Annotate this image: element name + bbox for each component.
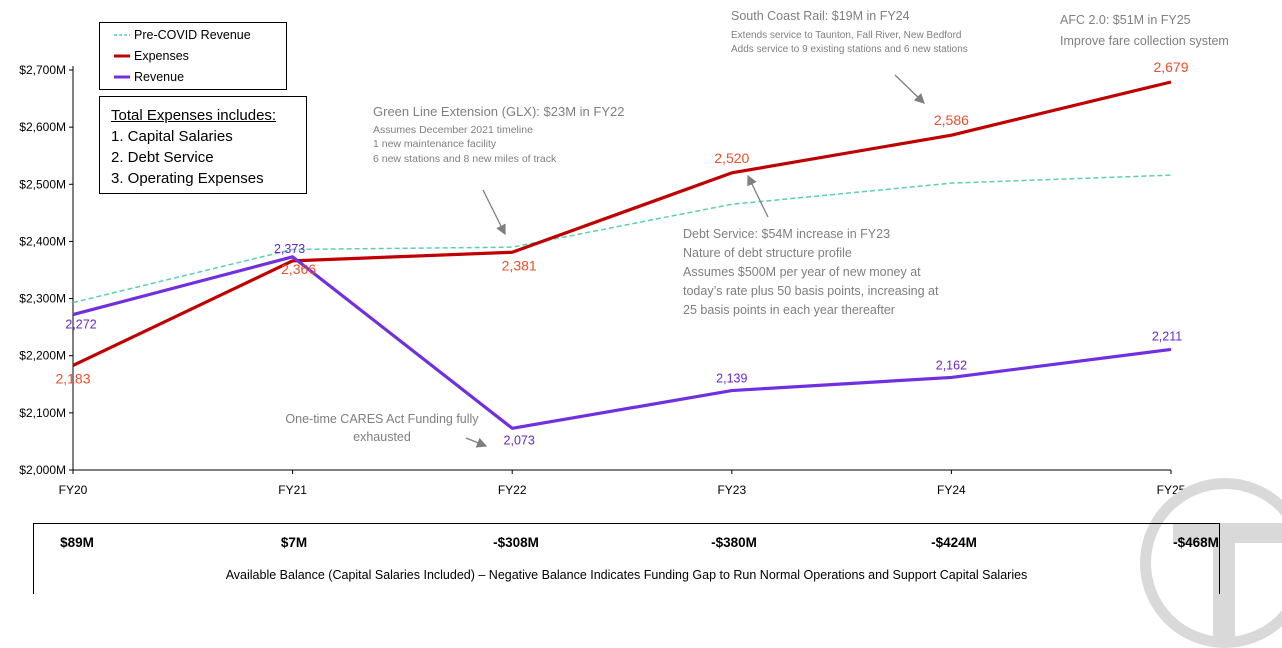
balance-fy21: $7M: [280, 535, 308, 550]
afc-line-1: Improve fare collection system: [1060, 34, 1229, 48]
legend-swatch-revenue: [114, 75, 130, 79]
glx-line-3: 6 new stations and 8 new miles of track: [373, 153, 557, 165]
debt-arrow: [747, 174, 769, 218]
y-tick-label: $2,100M: [19, 406, 66, 420]
balance-fy24: -$424M: [931, 535, 977, 550]
scr-line-1: Extends service to Taunton, Fall River, …: [731, 30, 961, 41]
afc-title: AFC 2.0: $51M in FY25: [1060, 13, 1191, 27]
expenses-data-label: 2,586: [934, 112, 969, 128]
expenses-data-label: 2,679: [1153, 59, 1188, 75]
balance-caption: Available Balance (Capital Salaries Incl…: [225, 568, 1028, 582]
legend-label-revenue: Revenue: [134, 70, 185, 84]
debt-line-1: Nature of debt structure profile: [683, 246, 852, 260]
legend-swatch-pre-covid: [114, 34, 130, 36]
glx-line-2: 1 new maintenance facility: [373, 138, 497, 150]
debt-line-3: today’s rate plus 50 basis points, incre…: [683, 284, 939, 298]
revenue-data-label: 2,139: [716, 372, 747, 386]
balance-fy23: -$380M: [711, 535, 757, 550]
series-line-revenue: [72, 255, 1172, 430]
y-tick-label: $2,600M: [19, 120, 66, 134]
glx-title: Green Line Extension (GLX): $23M in FY22: [373, 104, 624, 119]
scr-title: South Coast Rail: $19M in FY24: [731, 9, 910, 23]
legend-label-pre-covid: Pre-COVID Revenue: [134, 28, 251, 42]
legend-item-expenses: Expenses: [114, 47, 189, 65]
legend-item-revenue: Revenue: [114, 68, 184, 86]
total-expenses-heading: Total Expenses includes:: [111, 107, 277, 124]
x-tick-label: FY22: [498, 483, 527, 497]
balance-fy22: -$308M: [493, 535, 539, 550]
line-chart: $2,000M $2,100M $2,200M $2,300M $2,400M $2,50…: [19, 9, 1229, 497]
y-tick-label: $2,200M: [19, 349, 66, 363]
revenue-data-label: 2,162: [936, 358, 967, 372]
revenue-data-label: 2,272: [65, 318, 96, 332]
chart-legend: Pre-COVID Revenue Expenses Revenue: [99, 22, 287, 90]
x-tick-label: FY20: [59, 483, 88, 497]
y-tick-label: $2,500M: [19, 177, 66, 191]
series-line-pre-covid-revenue: [72, 174, 1172, 304]
legend-item-pre-covid: Pre-COVID Revenue: [114, 26, 251, 44]
series-layer: [72, 80, 1172, 430]
cares-arrow: [465, 437, 488, 448]
glx-arrow: [482, 189, 506, 236]
series-line-expenses: [72, 80, 1172, 367]
balance-fy25: -$468M: [1173, 535, 1219, 550]
debt-service-annotation: Debt Service: $54M increase in FY23 Natu…: [683, 174, 939, 317]
expenses-data-label: 2,520: [714, 150, 749, 166]
y-tick-label: $2,300M: [19, 292, 66, 306]
cares-line-1: One-time CARES Act Funding fully: [285, 412, 479, 426]
y-tick-label: $2,400M: [19, 234, 66, 248]
south-coast-rail-annotation: South Coast Rail: $19M in FY24 Extends s…: [731, 9, 968, 104]
available-balance-box: $89M $7M -$308M -$380M -$424M -$468M Ava…: [33, 523, 1220, 594]
scr-arrow: [894, 74, 925, 104]
expenses-data-label: 2,183: [55, 370, 90, 386]
balance-fy20: $89M: [60, 535, 94, 550]
x-tick-label: FY21: [278, 483, 307, 497]
revenue-data-label: 2,073: [504, 433, 535, 447]
total-expenses-item-1: 1. Capital Salaries: [111, 128, 233, 145]
scr-line-2: Adds service to 9 existing stations and …: [731, 44, 968, 55]
expenses-data-label: 2,366: [281, 261, 316, 277]
total-expenses-item-2: 2. Debt Service: [111, 149, 214, 166]
x-tick-label: FY24: [937, 483, 966, 497]
expenses-data-label: 2,381: [502, 257, 537, 273]
data-labels: 2,183 2,366 2,381 2,520 2,586 2,679 2,272 2,373…: [55, 59, 1188, 447]
chart-axes: $2,000M $2,100M $2,200M $2,300M $2,400M $2,50…: [19, 63, 1185, 497]
glx-annotation: Green Line Extension (GLX): $23M in FY22…: [373, 104, 624, 236]
x-tick-label: FY23: [717, 483, 746, 497]
debt-title: Debt Service: $54M increase in FY23: [683, 227, 890, 241]
debt-line-4: 25 basis points in each year thereafter: [683, 303, 895, 317]
debt-line-2: Assumes $500M per year of new money at: [683, 265, 921, 279]
cares-line-2: exhausted: [353, 430, 411, 444]
legend-swatch-expenses: [114, 54, 130, 58]
legend-label-expenses: Expenses: [134, 49, 189, 63]
afc-annotation: AFC 2.0: $51M in FY25 Improve fare colle…: [1060, 13, 1229, 48]
y-tick-label: $2,000M: [19, 463, 66, 477]
revenue-data-label: 2,211: [1152, 329, 1182, 343]
glx-line-1: Assumes December 2021 timeline: [373, 124, 533, 136]
total-expenses-box: Total Expenses includes: 1. Capital Sala…: [99, 96, 307, 194]
revenue-data-label: 2,373: [274, 242, 305, 256]
cares-annotation: One-time CARES Act Funding fully exhaust…: [285, 412, 488, 448]
total-expenses-item-3: 3. Operating Expenses: [111, 170, 264, 187]
y-tick-label: $2,700M: [19, 63, 66, 77]
